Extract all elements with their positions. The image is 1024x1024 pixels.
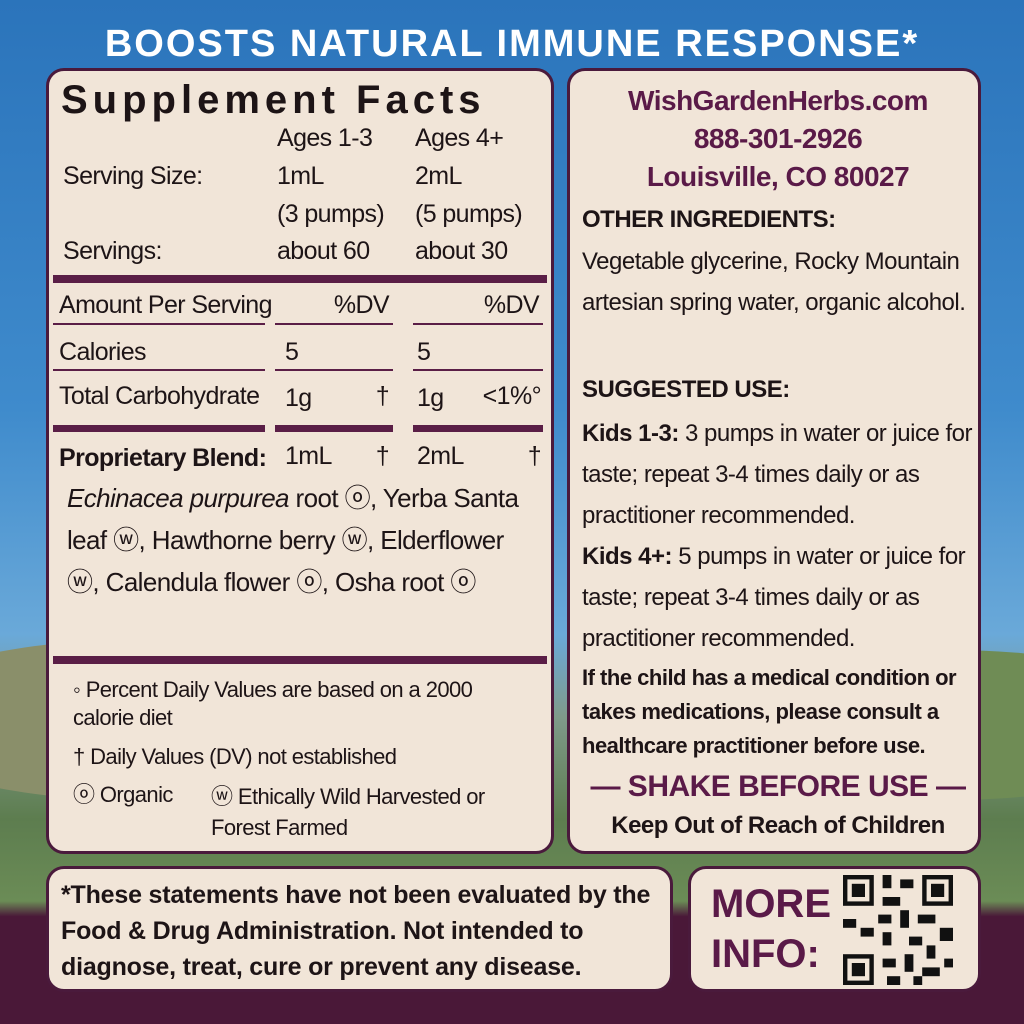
usage: Kids 1-3: 3 pumps in water or juice for … <box>582 413 974 536</box>
facts-panel: Supplement Facts Ages 1-3 Ages 4+ Servin… <box>46 68 554 854</box>
qr-code <box>843 875 953 985</box>
usage-label: Kids 4+: <box>582 543 673 570</box>
headline: BOOSTS NATURAL IMMUNE RESPONSE* <box>104 23 920 65</box>
paragraph: Vegetable glycerine, Rocky Mountain arte… <box>582 248 966 316</box>
cell: 5 <box>417 338 431 366</box>
usage-text: 5 pumps in water or juice for taste; rep… <box>582 543 966 652</box>
cell: about 60 <box>277 237 370 265</box>
rule <box>413 369 543 371</box>
latin-name: Echinacea purpurea <box>67 483 290 513</box>
rule <box>53 369 265 371</box>
cell: 1g <box>285 384 312 412</box>
cell: † <box>375 442 390 470</box>
cell: about 30 <box>415 237 508 265</box>
divider <box>275 425 393 432</box>
legend-label: Ethically Wild Harvested or Forest Farme… <box>211 784 485 840</box>
cell: 2mL <box>417 442 464 470</box>
cell: <1%° <box>482 382 542 410</box>
cell: 2mL <box>415 162 462 190</box>
divider <box>53 656 547 664</box>
row-label: Proprietary Blend: <box>59 444 267 472</box>
disclaimer: *These statements have not been evaluate… <box>61 881 651 981</box>
rule <box>53 323 265 325</box>
rule <box>275 369 393 371</box>
section-heading: OTHER INGREDIENTS: <box>582 206 836 233</box>
info-panel: WishGardenHerbs.com 888-301-2926 Louisvi… <box>567 68 981 854</box>
cell: 1mL <box>277 162 324 190</box>
facts-title: Supplement Facts <box>61 78 486 122</box>
cell: (5 pumps) <box>415 200 523 228</box>
website: WishGardenHerbs.com <box>628 85 928 116</box>
row-label: Amount Per Serving <box>59 291 273 319</box>
cell: 1g <box>417 384 444 412</box>
symbol: ⓦ <box>211 784 233 809</box>
shake-notice: — SHAKE BEFORE USE — <box>590 770 966 803</box>
row-label: Total Carbohydrate <box>59 382 260 410</box>
cell: %DV <box>333 291 390 319</box>
phone: 888-301-2926 <box>693 123 863 154</box>
address: Louisville, CO 80027 <box>646 161 910 192</box>
footnote: ◦ Percent Daily Values are based on a 20… <box>73 677 473 730</box>
column-header: Ages 4+ <box>415 124 504 152</box>
disclaimer-panel: *These statements have not been evaluate… <box>46 866 673 992</box>
cell: (3 pumps) <box>277 200 385 228</box>
column-header: Ages 1-3 <box>277 124 373 152</box>
legend-entry: ⓦ Ethically Wild Harvested or Forest Far… <box>211 781 511 843</box>
rule <box>413 323 543 325</box>
cell: %DV <box>483 291 540 319</box>
rule <box>275 323 393 325</box>
row-label: Serving Size: <box>63 162 203 190</box>
keep-out-notice: Keep Out of Reach of Children <box>611 812 945 839</box>
usage-text: 3 pumps in water or juice for taste; rep… <box>582 420 973 529</box>
divider <box>413 425 543 432</box>
more-info-panel: MORE INFO: <box>688 866 981 992</box>
footnote: † Daily Values (DV) not established <box>73 744 397 769</box>
row-label: Servings: <box>63 237 162 265</box>
more-info: MORE INFO: <box>711 882 831 976</box>
symbol: ⓞ <box>73 782 95 807</box>
usage-label: Kids 1-3: <box>582 420 679 447</box>
warning: If the child has a medical condition or … <box>582 665 957 758</box>
row-label: Calories <box>59 338 147 366</box>
cell: † <box>527 442 542 470</box>
ingredients: Echinacea purpurea root ⓞ, Yerba Santa l… <box>67 477 537 603</box>
divider <box>53 275 547 283</box>
legend-label: Organic <box>99 782 173 807</box>
cell: † <box>375 382 390 410</box>
usage: Kids 4+: 5 pumps in water or juice for t… <box>582 536 974 659</box>
cell: 1mL <box>285 442 332 470</box>
ingredient-list: root ⓞ, Yerba Santa leaf ⓦ, Hawthorne be… <box>67 483 519 597</box>
legend-entry: ⓞ Organic <box>73 781 173 809</box>
divider <box>53 425 265 432</box>
section-heading: SUGGESTED USE: <box>582 376 790 403</box>
cell: 5 <box>285 338 299 366</box>
